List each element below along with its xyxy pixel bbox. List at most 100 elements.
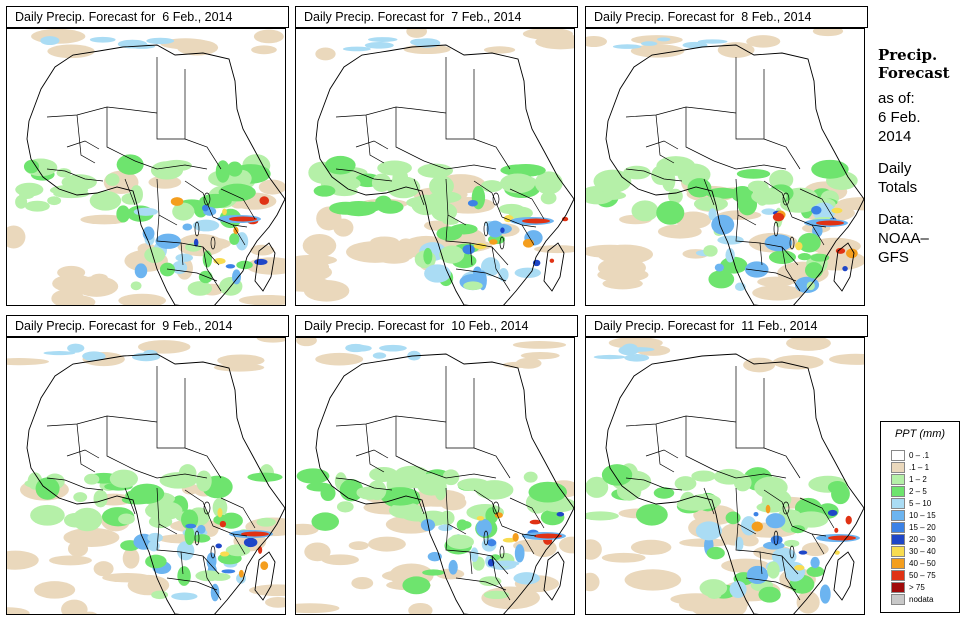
forecast-panel-day4: Daily Precip. Forecast for 9 Feb., 2014: [0, 309, 289, 615]
country-border: [473, 489, 503, 527]
precip-area: [198, 270, 213, 284]
precip-area: [116, 154, 144, 175]
precip-area: [229, 233, 240, 245]
lake-outline: [773, 221, 779, 237]
panel-title: Daily Precip. Forecast for 7 Feb., 2014: [295, 6, 578, 28]
africa-coastline: [26, 353, 285, 614]
precip-area: [195, 570, 222, 582]
country-border: [395, 416, 425, 471]
precip-area: [89, 36, 116, 43]
precip-area: [811, 159, 849, 179]
legend-item: > 75: [891, 582, 925, 593]
country-border: [106, 107, 136, 162]
lake-outline: [210, 236, 216, 250]
africa-coastline: [605, 353, 864, 614]
precip-area: [708, 270, 735, 289]
precip-area: [797, 232, 821, 253]
legend-label: 5 – 10: [909, 499, 932, 508]
precip-area: [315, 352, 364, 366]
precip-area: [784, 561, 806, 582]
precip-area: [356, 487, 370, 498]
country-border: [521, 224, 537, 228]
country-border: [66, 140, 100, 150]
precip-area: [311, 512, 340, 531]
precip-area: [812, 224, 823, 238]
precip-area: [736, 168, 771, 179]
precip-area: [829, 353, 864, 365]
precip-area: [416, 473, 447, 496]
precip-area: [105, 173, 120, 186]
country-border: [76, 114, 96, 164]
precip-area: [215, 543, 222, 549]
country-border: [46, 168, 104, 182]
precip-area: [846, 248, 858, 259]
precip-area: [720, 256, 748, 274]
asof-label: as of:: [878, 90, 915, 107]
precip-area: [7, 607, 30, 614]
precip-area: [130, 281, 142, 291]
country-border: [423, 160, 497, 170]
precip-area: [772, 355, 824, 370]
precip-area: [187, 281, 213, 296]
precip-area: [691, 470, 716, 482]
country-border: [625, 477, 683, 491]
legend-item: 20 – 30: [891, 534, 936, 545]
precip-area: [786, 338, 831, 351]
legend-swatch: [891, 546, 905, 557]
precip-map: [6, 28, 286, 306]
lake-outline: [782, 192, 790, 206]
precip-area: [296, 254, 337, 266]
country-border: [355, 449, 389, 459]
precip-area: [765, 504, 771, 514]
precip-area: [177, 233, 225, 257]
precip-area: [656, 200, 685, 225]
totals-block: Daily Totals: [878, 159, 963, 197]
precip-area: [256, 338, 285, 343]
precip-area: [656, 156, 696, 176]
precip-area: [178, 464, 197, 483]
precip-area: [784, 539, 800, 548]
precip-area: [296, 523, 319, 536]
precip-area: [148, 175, 182, 189]
legend-label: nodata: [909, 595, 934, 604]
precip-area: [118, 513, 135, 525]
legend-swatch: [891, 534, 905, 545]
country-border: [232, 533, 248, 537]
precip-area: [193, 534, 211, 543]
legend-item: 2 – 5: [891, 486, 927, 497]
precip-area: [725, 511, 741, 525]
precip-area: [72, 507, 103, 532]
precip-area: [438, 524, 453, 532]
precip-area: [492, 560, 520, 567]
legend-item: 5 – 10: [891, 498, 931, 509]
precip-area: [340, 200, 378, 217]
legend-item: 50 – 75: [891, 570, 936, 581]
precip-area: [794, 564, 805, 571]
lake-outline: [499, 236, 505, 250]
precip-area: [463, 281, 483, 291]
precip-area: [61, 599, 88, 614]
precip-area: [7, 550, 39, 570]
country-border: [625, 168, 683, 182]
country-border: [445, 366, 474, 449]
precip-area: [828, 535, 856, 541]
precip-area: [221, 569, 236, 574]
country-border: [413, 487, 425, 515]
precip-area: [795, 241, 803, 251]
country-border: [66, 449, 100, 459]
precip-area: [735, 536, 744, 552]
legend-item: 1 – 2: [891, 474, 927, 485]
country-border: [423, 469, 497, 479]
precip-area: [494, 512, 503, 519]
precip-area: [540, 191, 557, 205]
lake-outline: [492, 501, 500, 515]
precip-area: [408, 602, 433, 614]
precip-area: [586, 511, 619, 521]
precip-area: [765, 513, 786, 529]
precip-area: [796, 591, 820, 614]
precip-area: [523, 471, 538, 483]
precip-area: [172, 261, 188, 275]
country-border: [645, 449, 679, 459]
precip-area: [529, 519, 541, 525]
precip-area: [144, 247, 166, 263]
